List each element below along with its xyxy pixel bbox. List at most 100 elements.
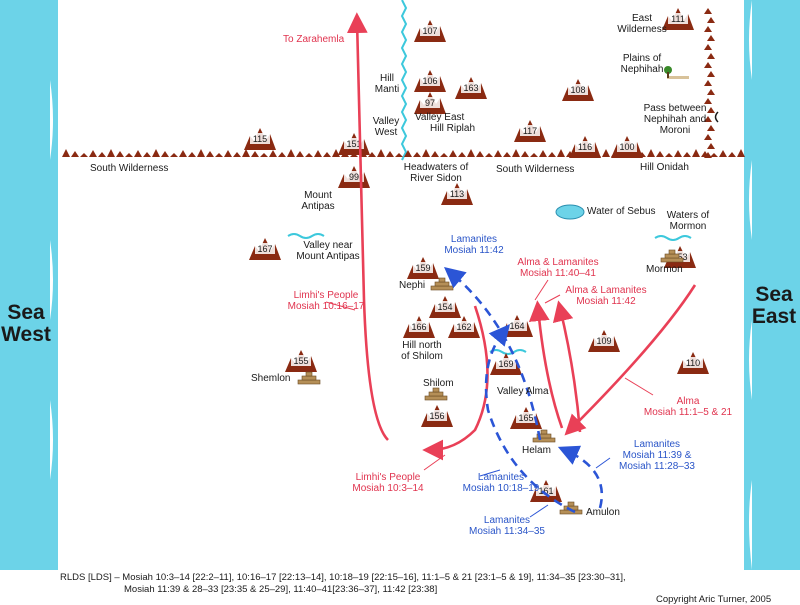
sea-east-label: Sea East: [751, 283, 797, 328]
ridge-peak: [704, 134, 712, 140]
mountain-154: 154: [429, 296, 461, 318]
mountain-167: 167: [249, 238, 281, 260]
ridge-peak: [431, 151, 439, 157]
east-wilderness-label: East Wilderness: [617, 13, 667, 35]
mountain-number: 111: [671, 14, 685, 24]
mountain-165: 165: [510, 407, 542, 429]
mountain-ridge: [62, 149, 745, 157]
mountain-99: 99: [338, 166, 370, 188]
ridge-peak: [89, 150, 97, 157]
ridge-peak: [728, 152, 736, 157]
ridge-peak: [503, 152, 511, 157]
mountain-number: 109: [596, 336, 611, 346]
ridge-peak: [260, 153, 268, 157]
valley-alma-mark: [489, 349, 527, 355]
ridge-peak: [179, 150, 187, 157]
ridge-peak: [170, 153, 178, 157]
ridge-peak: [134, 150, 142, 157]
ridge-peak: [251, 151, 259, 157]
ridge-peak: [530, 153, 538, 157]
mormon-label: Mormon: [646, 264, 683, 275]
route-label-lam-34: Lamanites Mosiah 11:34–35: [469, 515, 545, 537]
footer-line-2: Mosiah 11:39 & 28–33 [23:35 & 25–29], 11…: [124, 584, 438, 595]
mountain-number: 153: [672, 252, 687, 262]
helam-label: Helam: [522, 445, 551, 456]
plains-nephihah-label: Plains of Nephihah: [620, 53, 664, 75]
route-alma-lam-40: [528, 300, 564, 429]
city-amulon-icon: [559, 501, 583, 515]
route-label-alma-lam-40: Alma & Lamanites Mosiah 11:40–41: [517, 257, 599, 279]
mountain-number: 106: [422, 76, 437, 86]
route-label-lam-18: Lamanites Mosiah 10:18–19: [462, 472, 540, 494]
mountain-97: 97: [414, 92, 446, 114]
ridge-peak: [224, 150, 232, 157]
mountain-115: 115: [244, 128, 276, 150]
ridge-peak: [332, 149, 340, 157]
mountain-number: 161: [538, 486, 553, 496]
ridge-peak: [704, 98, 712, 104]
mountain-number: 116: [578, 142, 592, 152]
leader-lines: [325, 279, 654, 471]
route-label-lam-11-42: Lamanites Mosiah 11:42: [444, 234, 504, 256]
mountain-116: 116: [569, 136, 601, 158]
mountain-number: 167: [257, 244, 272, 254]
ridge-peak: [704, 80, 712, 86]
blue-routes: [443, 267, 604, 514]
route-label-alma: Alma Mosiah 11:1–5 & 21: [643, 396, 733, 418]
mountain-108: 108: [562, 79, 594, 101]
valley-east-label: Valley East: [415, 112, 465, 123]
ridge-peak: [71, 151, 79, 157]
mountain-number: 117: [523, 126, 537, 136]
ridge-peak: [161, 151, 169, 157]
ridge-peak: [707, 71, 715, 77]
waters-of-mormon-mark: [654, 235, 692, 241]
mountain-113: 113: [441, 183, 473, 205]
mountain-164: 164: [501, 315, 533, 337]
ridge-peak: [704, 62, 712, 68]
copyright: Copyright Aric Turner, 2005: [656, 594, 772, 605]
hill-onidah-label: Hill Onidah: [640, 162, 689, 173]
mountain-number: 110: [686, 358, 700, 368]
route-limhi-3: [422, 305, 489, 461]
ridge-peak: [125, 153, 133, 157]
ridge-peak: [233, 152, 241, 157]
ridge-peak: [206, 151, 214, 157]
mountain-156: 156: [421, 405, 453, 427]
ridge-peak: [704, 116, 712, 122]
mountain-162: 162: [448, 316, 480, 338]
east-ridge: [704, 8, 715, 158]
ridge-peak: [707, 107, 715, 113]
mountain-117: 117: [514, 120, 546, 142]
ridge-peak: [278, 152, 286, 157]
ridge-peak: [602, 149, 610, 157]
ridge-peak: [467, 149, 475, 157]
mount-antipas-label: Mount Antipas: [301, 190, 335, 212]
headwaters-label: Headwaters of River Sidon: [403, 162, 469, 184]
water-of-sebus: [555, 204, 585, 220]
mountain-106: 106: [414, 70, 446, 92]
mountain-number: 100: [619, 142, 634, 152]
mountain-number: 165: [518, 413, 533, 423]
route-lam-18: [443, 267, 542, 441]
footer: RLDS [LDS] – Mosiah 10:3–14 [22:2–11], 1…: [0, 570, 800, 605]
ridge-peak: [707, 143, 715, 149]
ridge-peak: [704, 152, 712, 158]
ridge-peak: [704, 44, 712, 50]
valley-antipas-label: Valley near Mount Antipas: [296, 240, 360, 262]
mountain-161: 161: [530, 480, 562, 502]
mountain-number: 154: [437, 302, 452, 312]
mountain-166: 166: [403, 316, 435, 338]
ridge-peak: [539, 150, 547, 157]
mountain-number: 99: [349, 172, 359, 182]
nephi-label: Nephi: [399, 280, 426, 291]
south-wilderness-east-label: South Wilderness: [496, 164, 575, 175]
mountain-169: 169: [490, 353, 522, 375]
mountain-100: 100: [611, 136, 643, 158]
map: 107 106 163 97 108 111 117 116 100 115 151 99 113 167…: [0, 0, 800, 570]
ridge-peak: [707, 35, 715, 41]
south-wilderness-west-label: South Wilderness: [90, 163, 169, 174]
valley-west-label: Valley West: [372, 116, 400, 138]
route-label-lam-39: Lamanites Mosiah 11:39 & Mosiah 11:28–33: [619, 439, 695, 472]
valley-antipas-mark: [287, 233, 325, 239]
mountain-151: 151: [338, 133, 370, 155]
